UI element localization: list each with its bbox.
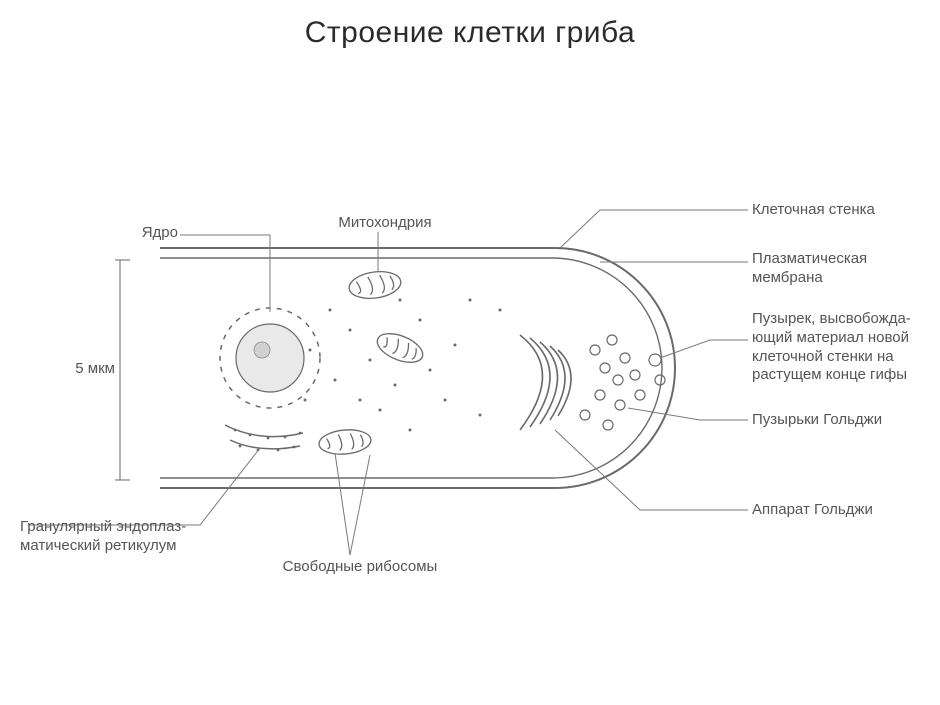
leader-lines	[30, 210, 748, 555]
golgi-vesicles	[580, 335, 645, 430]
label-scale: 5 мкм	[75, 360, 115, 379]
label-golgi-vesicles: Пузырьки Гольджи	[752, 411, 882, 430]
rough-er	[225, 425, 303, 449]
label-free-ribosomes: Свободные рибосомы	[270, 558, 450, 577]
label-plasma-membrane: Плазматическая мембрана	[752, 250, 867, 288]
label-granular-er: Гранулярный эндоплаз- матический ретикул…	[20, 518, 186, 556]
label-cell-wall: Клеточная стенка	[752, 201, 875, 220]
golgi-apparatus	[520, 335, 571, 430]
nucleus	[220, 308, 320, 408]
label-tip-vesicle: Пузырек, высвобожда- ющий материал новой…	[752, 310, 911, 385]
free-ribosomes	[304, 299, 502, 432]
scale-bar	[115, 260, 130, 480]
label-mitochondrion: Митохондрия	[330, 214, 440, 233]
label-golgi-apparatus: Аппарат Гольджи	[752, 501, 873, 520]
mitochondria	[318, 269, 427, 457]
label-nucleus: Ядро	[100, 224, 178, 243]
